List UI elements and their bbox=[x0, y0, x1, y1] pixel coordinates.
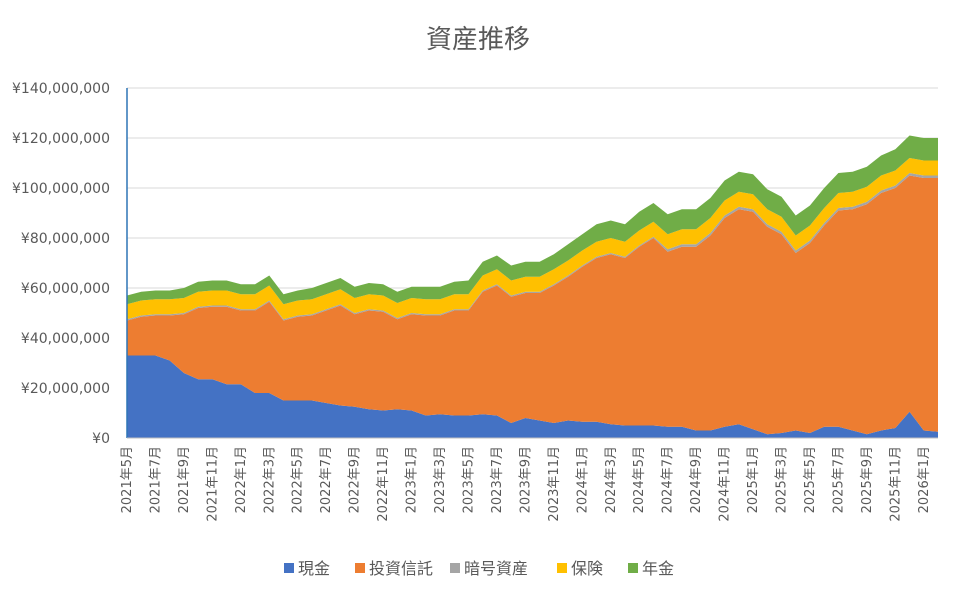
x-tick-label: 2025年9月 bbox=[860, 446, 875, 513]
x-tick-label: 2023年1月 bbox=[405, 446, 420, 513]
x-tick-label: 2025年1月 bbox=[746, 446, 761, 513]
legend-label: 投資信託 bbox=[369, 559, 433, 578]
y-tick-label: ¥40,000,000 bbox=[21, 331, 110, 347]
legend-label: 暗号資産 bbox=[464, 559, 528, 578]
x-tick-label: 2023年11月 bbox=[547, 446, 562, 522]
y-tick-label: ¥80,000,000 bbox=[21, 231, 110, 247]
y-tick-label: ¥120,000,000 bbox=[12, 131, 110, 147]
y-tick-label: ¥0 bbox=[92, 431, 110, 447]
x-axis-tick-labels: 2021年5月 2021年7月 2021年9月 2021年11月 2022年1月 2022… bbox=[120, 446, 932, 522]
x-tick-label: 2023年5月 bbox=[461, 446, 476, 513]
x-tick-label: 2025年3月 bbox=[774, 446, 789, 513]
legend-label: 年金 bbox=[642, 559, 674, 578]
area-series-年金 bbox=[127, 135, 938, 305]
x-tick-label: 2022年3月 bbox=[262, 446, 277, 513]
y-tick-label: ¥60,000,000 bbox=[21, 281, 110, 297]
x-tick-label: 2024年3月 bbox=[604, 446, 619, 513]
legend-swatch bbox=[557, 563, 567, 573]
axes bbox=[126, 88, 938, 439]
legend-swatch bbox=[355, 563, 365, 573]
x-tick-label: 2021年5月 bbox=[120, 446, 135, 513]
x-tick-label: 2023年9月 bbox=[518, 446, 533, 513]
x-tick-label: 2026年1月 bbox=[917, 446, 932, 513]
legend-swatch bbox=[450, 563, 460, 573]
x-tick-label: 2021年11月 bbox=[205, 446, 220, 522]
x-tick-label: 2024年9月 bbox=[689, 446, 704, 513]
legend-swatch bbox=[628, 563, 638, 573]
legend: 現金 投資信託 暗号資産 保険 年金 bbox=[284, 559, 674, 578]
y-axis-tick-labels: ¥0 ¥20,000,000 ¥40,000,000 ¥60,000,000 ¥80,0… bbox=[12, 81, 110, 447]
x-tick-label: 2025年7月 bbox=[831, 446, 846, 513]
x-tick-label: 2023年7月 bbox=[490, 446, 505, 513]
x-tick-label: 2022年7月 bbox=[319, 446, 334, 513]
x-tick-label: 2022年9月 bbox=[348, 446, 363, 513]
x-tick-label: 2023年3月 bbox=[433, 446, 448, 513]
x-tick-label: 2025年5月 bbox=[803, 446, 818, 513]
y-tick-label: ¥20,000,000 bbox=[21, 381, 110, 397]
x-tick-label: 2021年7月 bbox=[148, 446, 163, 513]
area-series-group bbox=[127, 135, 938, 438]
legend-label: 保険 bbox=[571, 559, 603, 578]
legend-label: 現金 bbox=[298, 559, 330, 578]
area-series-現金 bbox=[127, 355, 938, 438]
area-series-暗号資産 bbox=[127, 173, 938, 321]
x-tick-label: 2021年9月 bbox=[177, 446, 192, 513]
legend-swatch bbox=[284, 563, 294, 573]
x-tick-label: 2024年11月 bbox=[718, 446, 733, 522]
x-tick-label: 2025年11月 bbox=[888, 446, 903, 522]
x-tick-label: 2024年7月 bbox=[661, 446, 676, 513]
x-tick-label: 2024年5月 bbox=[632, 446, 647, 513]
x-tick-label: 2022年11月 bbox=[376, 446, 391, 522]
y-tick-label: ¥100,000,000 bbox=[12, 181, 110, 197]
x-tick-label: 2024年1月 bbox=[575, 446, 590, 513]
chart-title: 資産推移 bbox=[426, 25, 530, 55]
y-tick-label: ¥140,000,000 bbox=[12, 81, 110, 97]
x-tick-label: 2022年1月 bbox=[234, 446, 249, 513]
area-series-投資信託 bbox=[127, 175, 938, 435]
x-tick-label: 2022年5月 bbox=[291, 446, 306, 513]
area-series-保険 bbox=[127, 158, 938, 320]
